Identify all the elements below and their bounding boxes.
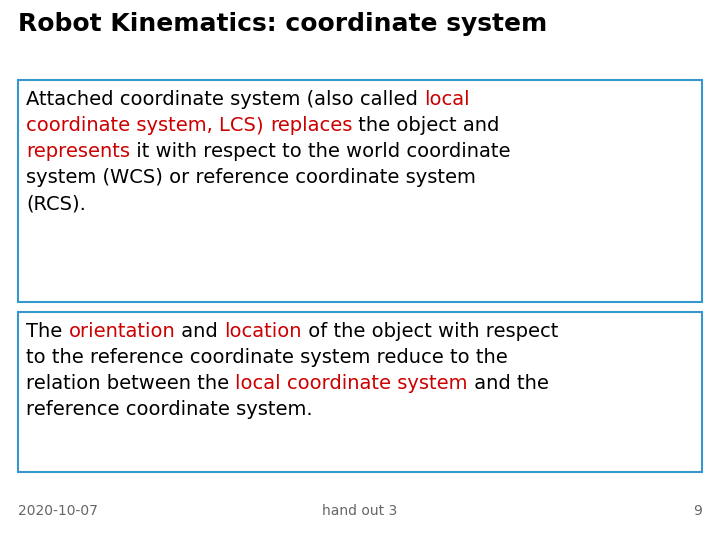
Text: coordinate system, LCS: coordinate system, LCS bbox=[26, 116, 256, 135]
Text: represents: represents bbox=[26, 142, 130, 161]
Text: system (WCS) or reference coordinate system: system (WCS) or reference coordinate sys… bbox=[26, 168, 476, 187]
Text: reference coordinate system.: reference coordinate system. bbox=[26, 400, 312, 419]
Text: the object and: the object and bbox=[352, 116, 500, 135]
FancyBboxPatch shape bbox=[18, 312, 702, 472]
Text: it with respect to the world coordinate: it with respect to the world coordinate bbox=[130, 142, 510, 161]
Text: 9: 9 bbox=[693, 504, 702, 518]
Text: local: local bbox=[424, 90, 469, 109]
Text: The: The bbox=[26, 322, 68, 341]
Text: and: and bbox=[175, 322, 224, 341]
Text: to the reference coordinate system reduce to the: to the reference coordinate system reduc… bbox=[26, 348, 508, 367]
Text: relation between the: relation between the bbox=[26, 374, 235, 393]
Text: location: location bbox=[224, 322, 302, 341]
Text: orientation: orientation bbox=[68, 322, 175, 341]
Text: local coordinate system: local coordinate system bbox=[235, 374, 468, 393]
Text: (RCS).: (RCS). bbox=[26, 194, 86, 213]
Text: 2020-10-07: 2020-10-07 bbox=[18, 504, 98, 518]
Text: replaces: replaces bbox=[270, 116, 352, 135]
Text: Attached coordinate system (also called: Attached coordinate system (also called bbox=[26, 90, 424, 109]
Text: of the object with respect: of the object with respect bbox=[302, 322, 558, 341]
FancyBboxPatch shape bbox=[18, 80, 702, 302]
Text: Robot Kinematics: coordinate system: Robot Kinematics: coordinate system bbox=[18, 12, 547, 36]
Text: ): ) bbox=[256, 116, 270, 135]
Text: and the: and the bbox=[468, 374, 549, 393]
Text: hand out 3: hand out 3 bbox=[323, 504, 397, 518]
